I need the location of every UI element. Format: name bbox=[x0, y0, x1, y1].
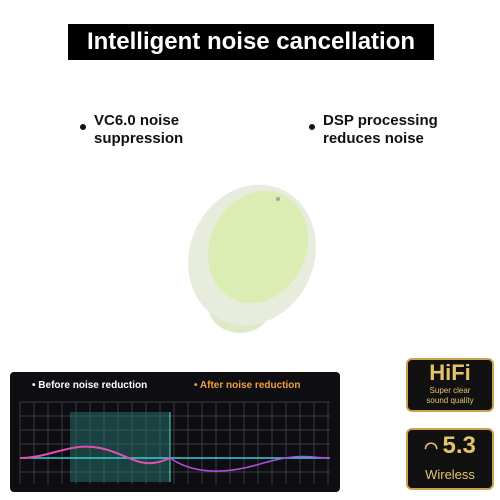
reduced-wave bbox=[169, 455, 331, 472]
feature-line: reduces noise bbox=[323, 130, 424, 147]
earbud bbox=[188, 184, 316, 333]
hifi-badge: HiFi Super clear sound quality bbox=[406, 358, 494, 412]
feature-line: DSP processing bbox=[323, 112, 438, 129]
wifi-icon: ◠ bbox=[424, 440, 443, 457]
title: Intelligent noise cancellation bbox=[68, 24, 434, 60]
badge-subtitle: Wireless bbox=[425, 467, 475, 482]
badge-line: sound quality bbox=[426, 396, 474, 405]
badge-line: Super clear bbox=[429, 386, 471, 395]
feature-line: VC6.0 noise bbox=[94, 112, 180, 129]
noise-wave bbox=[19, 445, 171, 465]
badge-title: HiFi bbox=[429, 360, 471, 385]
feature: DSP processing reduces noise bbox=[309, 112, 438, 148]
legend-before: • Before noise reduction bbox=[32, 380, 148, 391]
legend-text: After noise reduction bbox=[199, 380, 301, 391]
bt-badge: ◠ 5.3 Wireless bbox=[406, 428, 494, 490]
mic-hole bbox=[276, 197, 280, 201]
badge-title: ◠ 5.3 bbox=[408, 430, 492, 465]
badge-version: 5.3 bbox=[442, 432, 476, 459]
graph-area bbox=[19, 401, 331, 484]
legend-text: Before noise reduction bbox=[38, 380, 148, 391]
noise-graph: • Before noise reduction • After noise r… bbox=[10, 372, 340, 492]
earbud-face bbox=[208, 190, 308, 304]
feature-line: suppression bbox=[94, 130, 184, 147]
feature: VC6.0 noise suppression bbox=[79, 112, 184, 148]
legend-after: • After noise reduction bbox=[194, 380, 301, 391]
